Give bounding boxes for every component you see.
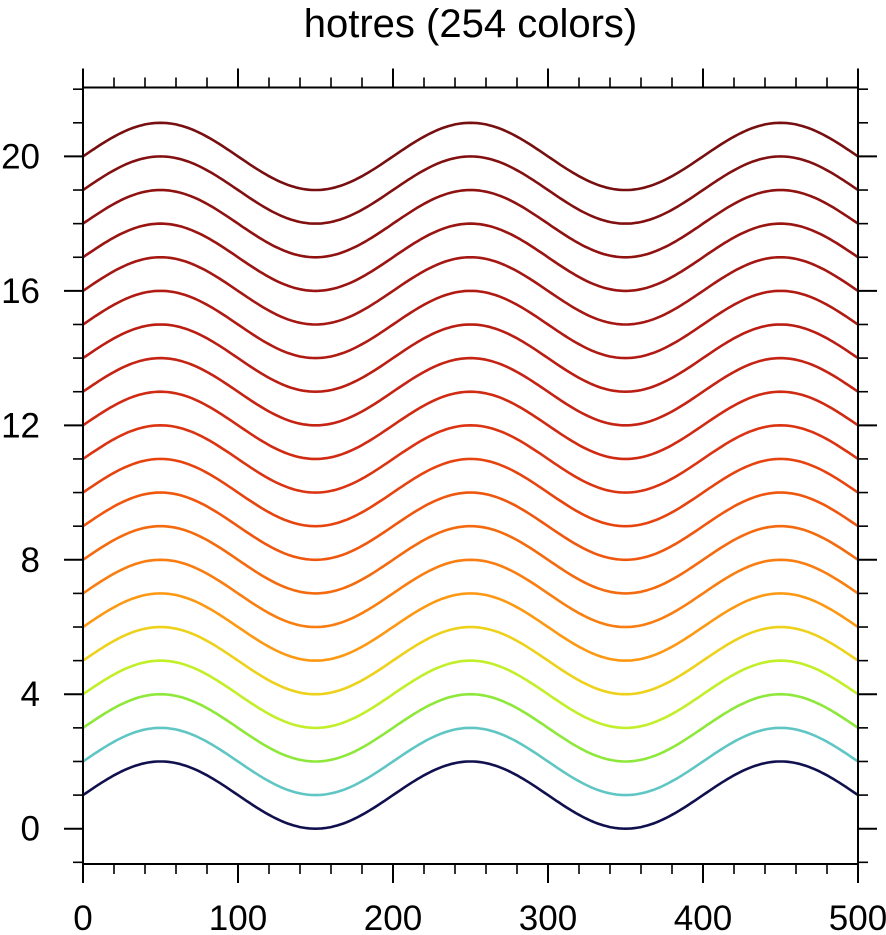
curve-line: [81, 222, 860, 293]
x-tick-label: 400: [674, 899, 732, 935]
x-tick-label: 500: [829, 899, 886, 935]
curve-line: [81, 289, 860, 360]
y-tick-label: 16: [1, 272, 40, 311]
curve-line: [81, 155, 860, 225]
y-tick-label: 12: [1, 406, 40, 445]
curve-line: [81, 121, 860, 192]
y-tick-label: 0: [21, 810, 40, 849]
curve-line: [81, 692, 860, 763]
x-tick-label: 100: [209, 899, 267, 935]
x-tick-label: 200: [364, 899, 422, 935]
x-tick-label: 300: [519, 899, 577, 935]
curve-line: [81, 726, 860, 797]
y-tick-label: 20: [1, 137, 40, 176]
chart-title: hotres (254 colors): [303, 2, 638, 46]
x-tick-label: 0: [73, 899, 92, 935]
curve-line: [81, 558, 860, 629]
curve-line: [81, 524, 860, 595]
curve-line: [81, 659, 860, 730]
y-tick-label: 8: [21, 541, 40, 580]
plot-frame: [82, 86, 859, 865]
curve-line: [81, 390, 860, 461]
curve-line: [81, 188, 860, 259]
curve-line: [81, 491, 860, 562]
curve-line: [81, 423, 860, 494]
curve-line: [81, 356, 860, 427]
curve-line: [81, 625, 860, 696]
curve-line: [81, 255, 860, 326]
curve-line: [81, 760, 860, 831]
curve-line: [81, 592, 860, 662]
curve-line: [81, 323, 860, 394]
curve-line: [81, 457, 860, 528]
y-tick-label: 4: [21, 675, 40, 714]
